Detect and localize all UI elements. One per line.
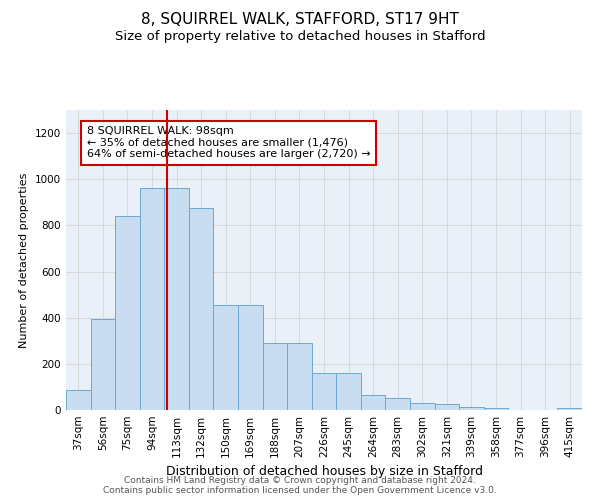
Bar	[336, 373, 361, 410]
X-axis label: Distribution of detached houses by size in Stafford: Distribution of detached houses by size …	[166, 466, 482, 478]
Bar	[312, 373, 336, 410]
Bar	[164, 188, 189, 410]
Bar	[557, 408, 582, 410]
Bar	[484, 408, 508, 410]
Text: Contains HM Land Registry data © Crown copyright and database right 2024.: Contains HM Land Registry data © Crown c…	[124, 476, 476, 485]
Y-axis label: Number of detached properties: Number of detached properties	[19, 172, 29, 348]
Bar	[115, 216, 140, 410]
Bar	[434, 404, 459, 410]
Bar	[66, 390, 91, 410]
Bar	[140, 188, 164, 410]
Bar	[189, 208, 214, 410]
Text: Size of property relative to detached houses in Stafford: Size of property relative to detached ho…	[115, 30, 485, 43]
Bar	[214, 305, 238, 410]
Bar	[238, 305, 263, 410]
Bar	[459, 406, 484, 410]
Bar	[361, 395, 385, 410]
Bar	[263, 343, 287, 410]
Bar	[410, 403, 434, 410]
Bar	[91, 319, 115, 410]
Bar	[385, 398, 410, 410]
Bar	[287, 343, 312, 410]
Text: Contains public sector information licensed under the Open Government Licence v3: Contains public sector information licen…	[103, 486, 497, 495]
Text: 8, SQUIRREL WALK, STAFFORD, ST17 9HT: 8, SQUIRREL WALK, STAFFORD, ST17 9HT	[141, 12, 459, 28]
Text: 8 SQUIRREL WALK: 98sqm
← 35% of detached houses are smaller (1,476)
64% of semi-: 8 SQUIRREL WALK: 98sqm ← 35% of detached…	[87, 126, 371, 160]
